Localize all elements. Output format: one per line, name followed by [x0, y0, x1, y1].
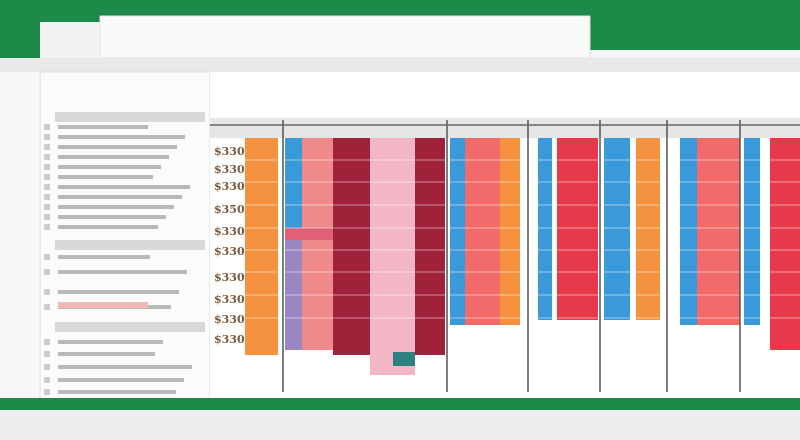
column-stripe	[415, 138, 445, 355]
panel-icon	[44, 224, 50, 230]
panel-line	[58, 145, 177, 149]
panel-line	[58, 125, 148, 129]
row-label: $330	[214, 293, 245, 306]
panel-icon	[44, 339, 50, 345]
row-label: $330	[214, 313, 245, 326]
panel-line	[58, 378, 184, 382]
row-label: $330	[214, 271, 245, 284]
row-label: $330	[214, 333, 245, 346]
column-stripe	[636, 138, 660, 320]
ribbon-left	[40, 22, 100, 58]
panel-icon	[44, 364, 50, 370]
panel-icon	[44, 304, 50, 310]
row-label: $330	[214, 225, 245, 238]
column-stripe	[500, 138, 520, 325]
left-green	[0, 0, 40, 60]
column-stripe	[370, 138, 415, 375]
column-stripe	[680, 138, 697, 325]
right-green	[590, 0, 800, 50]
panel-line	[58, 135, 185, 139]
ribbon	[99, 15, 591, 59]
column-stripe	[285, 138, 302, 230]
row-labels: $330 $330 $330 $350 $330 $330 $330 $330 $330 $330	[214, 145, 245, 346]
panel-line	[58, 270, 187, 274]
panel-icon	[44, 194, 50, 200]
panel-line	[58, 165, 161, 169]
left-margin	[0, 72, 40, 402]
panel-icon	[44, 184, 50, 190]
panel-items	[44, 112, 205, 395]
column-stripe	[557, 138, 598, 320]
status-green	[0, 398, 800, 410]
row-label: $330	[214, 163, 245, 176]
panel-icon	[44, 351, 50, 357]
panel-line	[58, 290, 179, 294]
column-stripe	[770, 138, 800, 350]
panel-icon	[44, 134, 50, 140]
column-stripe	[465, 138, 500, 325]
panel-icon	[44, 124, 50, 130]
panel-line	[58, 215, 166, 219]
panel-line	[58, 390, 176, 394]
panel-line	[58, 365, 192, 369]
panel-icon	[44, 254, 50, 260]
panel-icon	[44, 377, 50, 383]
row-label: $330	[214, 180, 245, 193]
panel-header	[55, 240, 205, 250]
column-stripe	[285, 230, 302, 350]
row-label: $330	[214, 245, 245, 258]
panel-line	[58, 255, 150, 259]
column-stripes	[210, 120, 800, 392]
panel-icon	[44, 389, 50, 395]
column-stripe	[744, 138, 760, 325]
panel-icon	[44, 289, 50, 295]
panel-line	[58, 340, 163, 344]
panel-line	[58, 185, 190, 189]
column-stripe	[333, 138, 370, 355]
panel-header	[55, 322, 205, 332]
panel-icon	[44, 144, 50, 150]
column-stripe	[245, 138, 278, 355]
column-stripe	[285, 228, 333, 240]
panel-slider	[58, 302, 148, 308]
bottom-bar	[0, 410, 800, 440]
column-stripe	[393, 352, 415, 366]
panel-icon	[44, 269, 50, 275]
column-stripe	[302, 138, 333, 350]
panel-line	[58, 205, 174, 209]
panel-icon	[44, 204, 50, 210]
panel-header	[55, 112, 205, 122]
column-stripe	[538, 138, 552, 320]
panel-line	[58, 352, 155, 356]
panel-line	[58, 155, 169, 159]
column-header	[210, 118, 800, 138]
panel-line	[58, 195, 182, 199]
column-stripe	[450, 138, 465, 325]
row-label: $350	[214, 203, 245, 216]
panel-icon	[44, 154, 50, 160]
panel-line	[58, 225, 158, 229]
formula-bar	[0, 58, 800, 72]
panel-icon	[44, 214, 50, 220]
column-stripe	[697, 138, 740, 325]
panel-line	[58, 175, 153, 179]
column-stripe	[604, 138, 630, 320]
panel-icon	[44, 174, 50, 180]
row-label: $330	[214, 145, 245, 158]
panel-icon	[44, 164, 50, 170]
